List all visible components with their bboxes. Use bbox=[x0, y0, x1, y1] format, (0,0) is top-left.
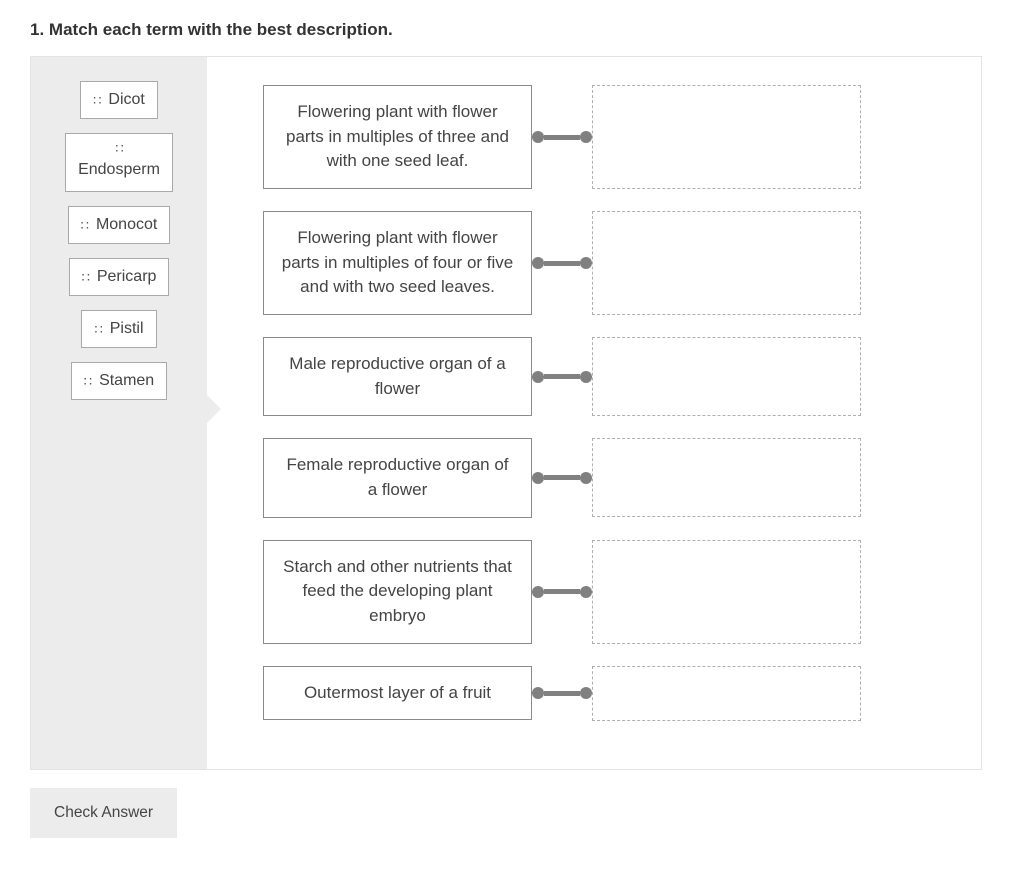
match-row: Female reproductive organ of a flower bbox=[263, 438, 945, 517]
drop-zone[interactable] bbox=[592, 540, 861, 644]
term-label: Stamen bbox=[99, 372, 154, 390]
question-number: 1. bbox=[30, 20, 44, 39]
question-prompt: Match each term with the best descriptio… bbox=[49, 20, 393, 39]
term-label: Monocot bbox=[96, 216, 157, 234]
match-row: Starch and other nutrients that feed the… bbox=[263, 540, 945, 644]
grip-icon: ∷ bbox=[82, 271, 89, 284]
description-box: Female reproductive organ of a flower bbox=[263, 438, 532, 517]
term-label: Endosperm bbox=[78, 159, 160, 181]
term-chip[interactable]: ∷ Pericarp bbox=[69, 258, 170, 296]
grip-icon: ∷ bbox=[93, 94, 100, 107]
connector-icon bbox=[532, 131, 592, 143]
description-box: Flowering plant with flower parts in mul… bbox=[263, 85, 532, 189]
term-label: Pericarp bbox=[97, 268, 157, 286]
description-box: Flowering plant with flower parts in mul… bbox=[263, 211, 532, 315]
term-label: Dicot bbox=[108, 91, 144, 109]
connector-icon bbox=[532, 687, 592, 699]
term-chip[interactable]: ∷ Monocot bbox=[68, 206, 171, 244]
grip-icon: ∷ bbox=[94, 323, 101, 336]
term-chip[interactable]: ∷ Stamen bbox=[71, 362, 167, 400]
drop-zone[interactable] bbox=[592, 211, 861, 315]
drop-zone[interactable] bbox=[592, 666, 861, 721]
grip-icon: ∷ bbox=[115, 142, 122, 155]
drop-zone[interactable] bbox=[592, 438, 861, 517]
drop-zone[interactable] bbox=[592, 337, 861, 416]
connector-icon bbox=[532, 586, 592, 598]
question-title: 1. Match each term with the best descrip… bbox=[30, 20, 982, 40]
description-box: Outermost layer of a fruit bbox=[263, 666, 532, 721]
drop-zone[interactable] bbox=[592, 85, 861, 189]
match-area: Flowering plant with flower parts in mul… bbox=[207, 57, 981, 769]
term-label: Pistil bbox=[110, 320, 144, 338]
match-row: Flowering plant with flower parts in mul… bbox=[263, 211, 945, 315]
match-row: Outermost layer of a fruit bbox=[263, 666, 945, 721]
connector-icon bbox=[532, 257, 592, 269]
connector-icon bbox=[532, 472, 592, 484]
match-row: Male reproductive organ of a flower bbox=[263, 337, 945, 416]
check-answer-button[interactable]: Check Answer bbox=[30, 788, 177, 838]
grip-icon: ∷ bbox=[81, 219, 88, 232]
term-chip[interactable]: ∷ Endosperm bbox=[65, 133, 173, 192]
description-box: Starch and other nutrients that feed the… bbox=[263, 540, 532, 644]
connector-icon bbox=[532, 371, 592, 383]
term-chip[interactable]: ∷ Pistil bbox=[81, 310, 156, 348]
match-row: Flowering plant with flower parts in mul… bbox=[263, 85, 945, 189]
terms-column: ∷ Dicot ∷ Endosperm ∷ Monocot ∷ Pericarp ∷ Pistil… bbox=[31, 57, 207, 769]
grip-icon: ∷ bbox=[84, 375, 91, 388]
description-box: Male reproductive organ of a flower bbox=[263, 337, 532, 416]
term-chip[interactable]: ∷ Dicot bbox=[80, 81, 158, 119]
matching-panel: ∷ Dicot ∷ Endosperm ∷ Monocot ∷ Pericarp ∷ Pistil… bbox=[30, 56, 982, 770]
